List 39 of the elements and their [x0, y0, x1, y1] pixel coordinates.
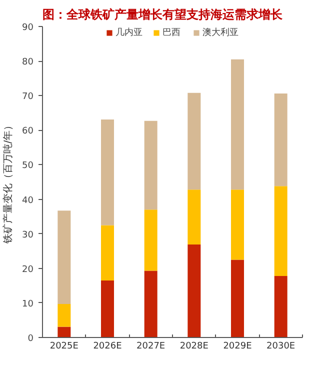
y-tick-label: 30	[22, 230, 34, 240]
y-tick-label: 20	[22, 264, 34, 275]
bar	[144, 210, 158, 271]
y-tick-label: 90	[22, 23, 34, 33]
x-tick-label: 2028E	[180, 342, 209, 352]
y-tick-label: 80	[22, 58, 34, 68]
bar	[58, 326, 71, 338]
y-tick-label: 10	[22, 299, 34, 310]
x-tick-label: 2026E	[93, 342, 122, 352]
chart-title: 图：全球铁矿产量增长有望支持海运需求增长	[42, 8, 284, 22]
y-tick-label: 50	[22, 161, 34, 172]
bar	[188, 190, 201, 245]
bar	[101, 280, 114, 338]
legend-label: 澳大利亚	[202, 26, 238, 39]
bar	[274, 94, 288, 186]
bar	[101, 225, 114, 280]
y-tick-label: 60	[22, 126, 34, 137]
x-tick-label: 2030E	[266, 342, 296, 352]
bar	[101, 119, 114, 226]
bar	[58, 210, 71, 304]
bar	[231, 190, 244, 260]
legend-label: 几内亚	[116, 26, 142, 39]
bar	[144, 120, 158, 210]
y-axis-title: 铁矿产量变化（百万吨/年）	[2, 120, 14, 245]
legend-label: 巴西	[162, 27, 182, 39]
x-tick-label: 2025E	[50, 342, 79, 352]
bar	[231, 59, 244, 190]
bar	[188, 92, 201, 190]
bar	[58, 304, 71, 327]
bar	[188, 244, 201, 338]
bar	[274, 186, 288, 276]
y-tick-label: 0	[28, 334, 34, 344]
y-tick-label: 40	[22, 196, 34, 206]
y-tick-label: 70	[22, 92, 34, 102]
x-tick-label: 2029E	[223, 342, 252, 352]
bar	[231, 260, 244, 338]
bar	[144, 270, 158, 338]
x-tick-label: 2027E	[136, 342, 166, 352]
bar	[274, 276, 288, 338]
